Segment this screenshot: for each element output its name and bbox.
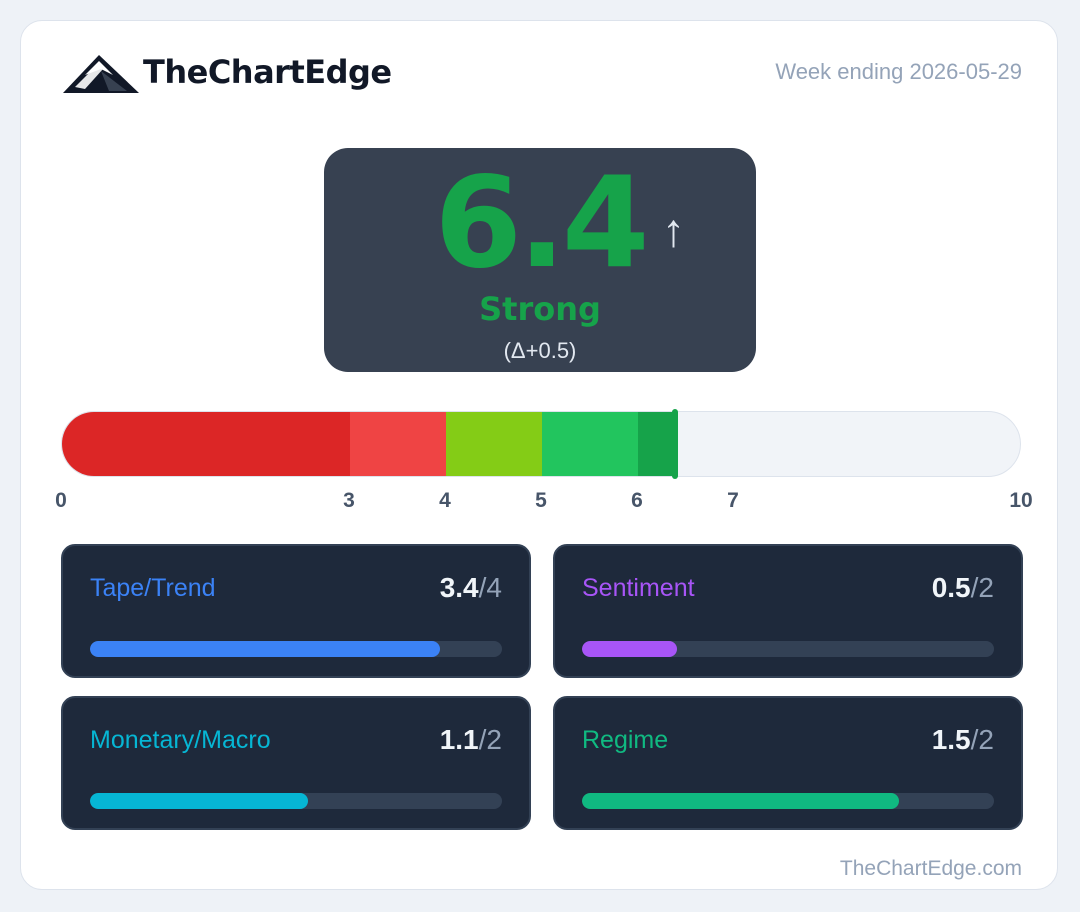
score-status: Strong <box>479 290 601 328</box>
gauge-tick-label: 0 <box>55 489 67 512</box>
metric-label: Tape/Trend <box>90 574 216 602</box>
metric-card[interactable]: Tape/Trend 3.4/4 <box>61 544 531 678</box>
gauge-segment <box>638 412 677 476</box>
gauge-tick-label: 10 <box>1009 489 1033 512</box>
metric-score-value: 1.1 <box>439 724 479 755</box>
gauge-tick-label: 6 <box>631 489 643 512</box>
score-delta: (Δ+0.5) <box>503 338 577 363</box>
metric-score-max: /2 <box>478 724 502 755</box>
metric-label: Sentiment <box>582 574 695 602</box>
week-label: Week ending 2026-05-29 <box>775 59 1022 84</box>
mountain-logo-icon <box>63 55 139 93</box>
metric-card[interactable]: Regime 1.5/2 <box>553 696 1023 830</box>
metric-progress-track <box>90 641 502 657</box>
metric-progress-fill <box>582 793 900 809</box>
metric-progress-track <box>90 793 502 809</box>
score-gauge <box>61 411 1021 477</box>
gauge-tick-label: 7 <box>727 489 739 512</box>
gauge-tick-label: 4 <box>439 489 451 512</box>
metric-score: 3.4/4 <box>440 572 502 604</box>
footer-link[interactable]: TheChartEdge.com <box>839 857 1022 880</box>
score-box: 6.4 ↑ Strong (Δ+0.5) <box>324 148 756 372</box>
gauge-tick-label: 3 <box>343 489 355 512</box>
gauge-tick-label: 5 <box>535 489 547 512</box>
metric-score-value: 3.4 <box>439 572 479 603</box>
arrow-up-icon: ↑ <box>662 204 685 256</box>
metric-card[interactable]: Sentiment 0.5/2 <box>553 544 1023 678</box>
metric-label: Monetary/Macro <box>90 726 271 754</box>
metric-score: 1.5/2 <box>932 724 994 756</box>
score-card: TheChartEdge Week ending 2026-05-29 6.4 … <box>20 20 1058 890</box>
metric-progress-track <box>582 641 994 657</box>
metric-score: 0.5/2 <box>932 572 994 604</box>
metric-score-max: /2 <box>970 724 994 755</box>
metric-progress-track <box>582 793 994 809</box>
metric-score: 1.1/2 <box>440 724 502 756</box>
metric-card[interactable]: Monetary/Macro 1.1/2 <box>61 696 531 830</box>
metric-progress-fill <box>90 641 441 657</box>
metric-score-value: 1.5 <box>931 724 971 755</box>
metric-label: Regime <box>582 726 669 754</box>
gauge-segment <box>542 412 638 476</box>
score-value: 6.4 <box>434 149 649 296</box>
gauge-marker <box>672 409 679 479</box>
metric-progress-fill <box>582 641 677 657</box>
brand-logo[interactable]: TheChartEdge <box>61 49 392 95</box>
brand-name: TheChartEdge <box>143 53 392 91</box>
metric-score-max: /4 <box>478 572 502 603</box>
metric-score-value: 0.5 <box>931 572 971 603</box>
metric-score-max: /2 <box>970 572 994 603</box>
gauge-segment <box>62 412 350 476</box>
metric-progress-fill <box>90 793 309 809</box>
gauge-segment <box>446 412 542 476</box>
gauge-segment <box>350 412 446 476</box>
